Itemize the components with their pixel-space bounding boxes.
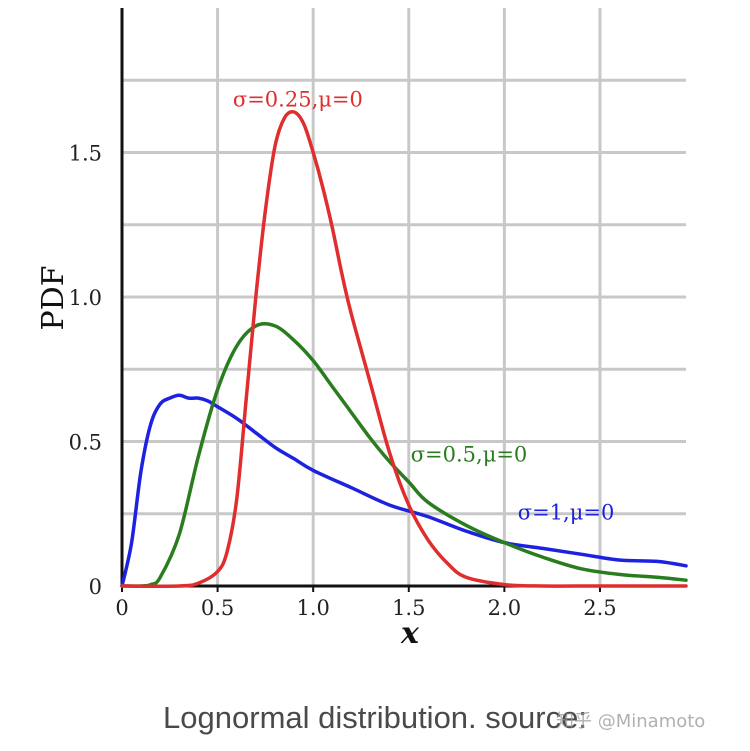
grid	[122, 8, 686, 586]
x-tick-label: 1.0	[296, 596, 329, 620]
watermark: 知乎 @Minamoto	[556, 711, 706, 732]
series-label-1: σ=0.5,μ=0	[411, 443, 528, 467]
y-tick-label: 0.5	[69, 431, 102, 455]
series-labels: σ=1,μ=0 σ=0.5,μ=0 σ=0.25,μ=0	[233, 87, 614, 524]
tick-labels: 0 0.5 1.0 1.5 2.0 2.5 0 0.5 1.0 1.5	[69, 142, 617, 621]
x-tick-label: 0	[115, 596, 128, 620]
x-tick-label: 2.5	[583, 596, 616, 620]
series-line-1	[120, 321, 688, 588]
series-label-0: σ=1,μ=0	[518, 501, 615, 525]
x-tick-label: 1.5	[392, 596, 425, 620]
x-axis-title: x	[400, 616, 420, 651]
x-tick-label: 2.0	[488, 596, 521, 620]
figure-caption: Lognormal distribution. source:	[163, 700, 587, 735]
y-tick-label: 1.0	[69, 286, 102, 310]
series-line-2	[120, 109, 688, 588]
y-tick-label: 0	[89, 575, 102, 599]
y-tick-label: 1.5	[69, 142, 102, 166]
series-label-2: σ=0.25,μ=0	[233, 87, 363, 111]
y-axis-title: PDF	[36, 265, 71, 330]
series-line-0	[120, 393, 688, 588]
series-lines	[120, 109, 688, 588]
x-tick-label: 0.5	[201, 596, 234, 620]
